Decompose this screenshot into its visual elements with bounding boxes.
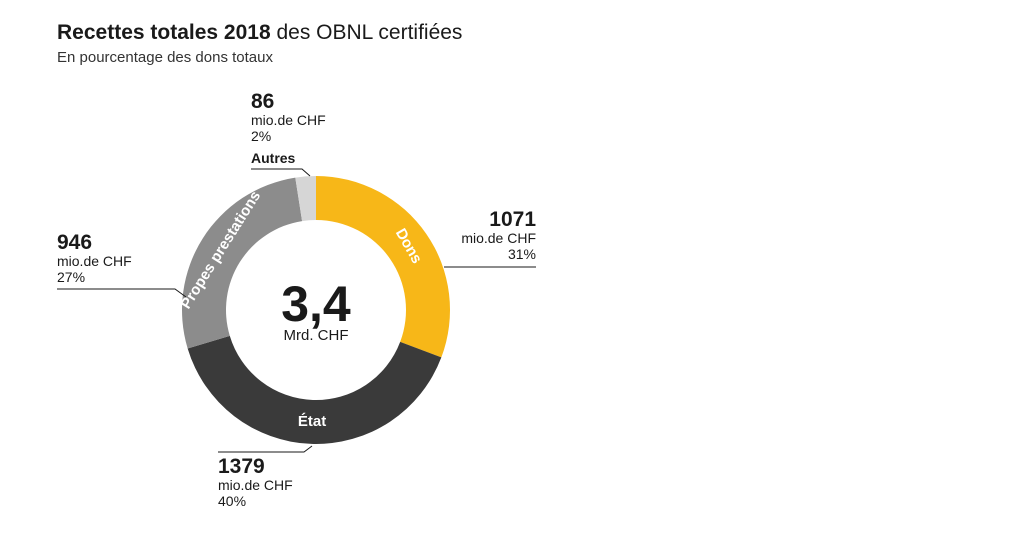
annotation-etat: 1379 mio.de CHF 40% xyxy=(218,445,313,509)
leader-line-autres xyxy=(251,168,311,177)
annotation-value-etat: 1379 xyxy=(218,455,265,478)
leader-line-etat xyxy=(218,445,313,453)
annotation-value-autres: 86 xyxy=(251,90,274,113)
annotation-percent-propres-prestations: 27% xyxy=(57,269,85,285)
center-total-unit: Mrd. CHF xyxy=(284,327,349,344)
slice-label-etat: État xyxy=(298,413,326,430)
chart-title-bold: Recettes totales 2018 xyxy=(57,21,271,44)
annotation-percent-autres: 2% xyxy=(251,128,271,144)
annotation-unit-propres-prestations: mio.de CHF xyxy=(57,253,132,269)
annotation-unit-autres: mio.de CHF xyxy=(251,112,326,128)
annotation-percent-dons: 31% xyxy=(508,246,536,262)
annotation-propres-prestations: 946 mio.de CHF 27% xyxy=(57,231,187,298)
annotation-autres: 86 mio.de CHF 2% Autres xyxy=(251,90,326,177)
chart-subtitle: En pourcentage des dons totaux xyxy=(57,49,273,66)
slice-dons xyxy=(316,176,450,358)
donut-slices xyxy=(181,176,450,444)
annotation-name-autres: Autres xyxy=(251,150,296,166)
chart-title-rest: des OBNL certifiées xyxy=(270,21,463,44)
slice-etat xyxy=(187,335,442,444)
annotation-unit-etat: mio.de CHF xyxy=(218,477,293,493)
leader-line-propres-prestations xyxy=(57,288,187,298)
center-total-value: 3,4 xyxy=(281,276,351,332)
annotation-value-propres-prestations: 946 xyxy=(57,231,92,254)
annotation-unit-dons: mio.de CHF xyxy=(461,230,536,246)
annotation-value-dons: 1071 xyxy=(489,208,536,231)
slice-autres xyxy=(295,176,316,222)
slice-propes-prestations xyxy=(181,177,303,349)
chart-title: Recettes totales 2018 des OBNL certifiée… xyxy=(57,20,462,46)
annotation-percent-etat: 40% xyxy=(218,493,246,509)
annotation-dons: 1071 mio.de CHF 31% xyxy=(444,208,536,268)
